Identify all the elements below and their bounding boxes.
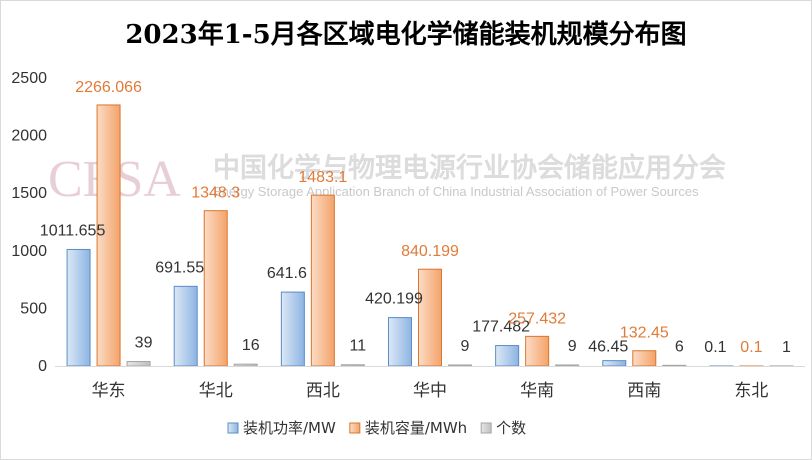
legend: 装机功率/MW 装机容量/MWh 个数 bbox=[227, 419, 526, 437]
x-tick-label: 东北 bbox=[734, 381, 768, 401]
data-label-count: 39 bbox=[135, 335, 153, 352]
legend-label: 装机容量/MWh bbox=[365, 419, 467, 437]
bar-power bbox=[66, 248, 91, 367]
bar-count bbox=[233, 363, 258, 367]
bar-count bbox=[448, 364, 472, 367]
data-label-capacity: 1348.3 bbox=[191, 185, 240, 202]
data-label-capacity: 0.1 bbox=[740, 339, 762, 356]
bar-count bbox=[662, 364, 687, 367]
data-label-count: 1 bbox=[782, 339, 791, 356]
data-label-power: 1011.655 bbox=[40, 222, 106, 239]
y-tick-label: 0 bbox=[38, 358, 47, 375]
data-label-count: 6 bbox=[675, 338, 684, 355]
legend-label: 个数 bbox=[496, 419, 526, 437]
data-label-count: 16 bbox=[242, 337, 260, 354]
bar-count bbox=[126, 361, 151, 367]
watermark-org-cn: 中国化学与物理电源行业协会储能应用分会 bbox=[213, 152, 726, 184]
bar-capacity bbox=[525, 335, 550, 367]
data-label-capacity: 840.199 bbox=[401, 243, 459, 260]
x-tick-label: 华中 bbox=[413, 381, 447, 401]
watermark: CESA 中国化学与物理电源行业协会储能应用分会 Energy Storage … bbox=[48, 151, 726, 208]
bars bbox=[66, 104, 794, 367]
data-label-capacity: 132.45 bbox=[620, 325, 669, 342]
bar-count bbox=[555, 364, 580, 367]
bar-capacity bbox=[310, 194, 335, 367]
y-tick-label: 2000 bbox=[11, 128, 47, 145]
data-label-power: 0.1 bbox=[704, 339, 726, 356]
data-label-count: 11 bbox=[350, 338, 367, 355]
data-label-capacity: 2266.066 bbox=[75, 79, 142, 96]
data-label-capacity: 1483.1 bbox=[298, 169, 347, 186]
data-label-count: 9 bbox=[461, 338, 470, 355]
data-label-power: 177.482 bbox=[472, 319, 530, 336]
x-axis: 华东 华北 西北 华中 华南 西南 东北 bbox=[55, 366, 805, 401]
x-tick-label: 华东 bbox=[92, 381, 126, 401]
data-label-count: 9 bbox=[568, 338, 577, 355]
x-tick-label: 西北 bbox=[306, 381, 340, 401]
y-tick-label: 1000 bbox=[11, 243, 47, 260]
x-tick-label: 西南 bbox=[627, 381, 661, 401]
bar-capacity bbox=[203, 210, 228, 367]
data-label-power: 420.199 bbox=[365, 291, 423, 308]
x-tick-label: 华北 bbox=[199, 381, 233, 401]
data-labels: 1011.6552266.06639691.551348.316641.6148… bbox=[40, 79, 791, 356]
legend-swatch bbox=[480, 422, 492, 434]
bar-power bbox=[602, 360, 627, 367]
bar-power bbox=[495, 345, 520, 367]
data-label-power: 46.45 bbox=[588, 339, 628, 356]
chart-title: 2023年1-5月各区域电化学储能装机规模分布图 bbox=[125, 20, 687, 50]
data-label-power: 691.55 bbox=[155, 259, 204, 276]
legend-swatch bbox=[349, 422, 361, 434]
legend-swatch bbox=[227, 422, 239, 434]
bar-power bbox=[280, 291, 305, 367]
y-axis: 0 500 1000 1500 2000 2500 bbox=[11, 70, 47, 375]
data-label-power: 641.6 bbox=[267, 265, 307, 282]
y-tick-label: 1500 bbox=[11, 185, 47, 202]
x-tick-label: 华南 bbox=[520, 381, 554, 401]
bar-count bbox=[340, 364, 365, 367]
bar-capacity bbox=[418, 268, 442, 367]
watermark-org-en: Energy Storage Application Branch of Chi… bbox=[213, 184, 699, 199]
y-tick-label: 500 bbox=[20, 300, 47, 317]
bar-power bbox=[173, 285, 198, 367]
bar-power bbox=[388, 317, 412, 367]
y-tick-label: 2500 bbox=[11, 70, 47, 87]
legend-label: 装机功率/MW bbox=[243, 419, 336, 437]
data-label-capacity: 257.432 bbox=[508, 310, 566, 327]
bar-capacity bbox=[632, 350, 657, 367]
